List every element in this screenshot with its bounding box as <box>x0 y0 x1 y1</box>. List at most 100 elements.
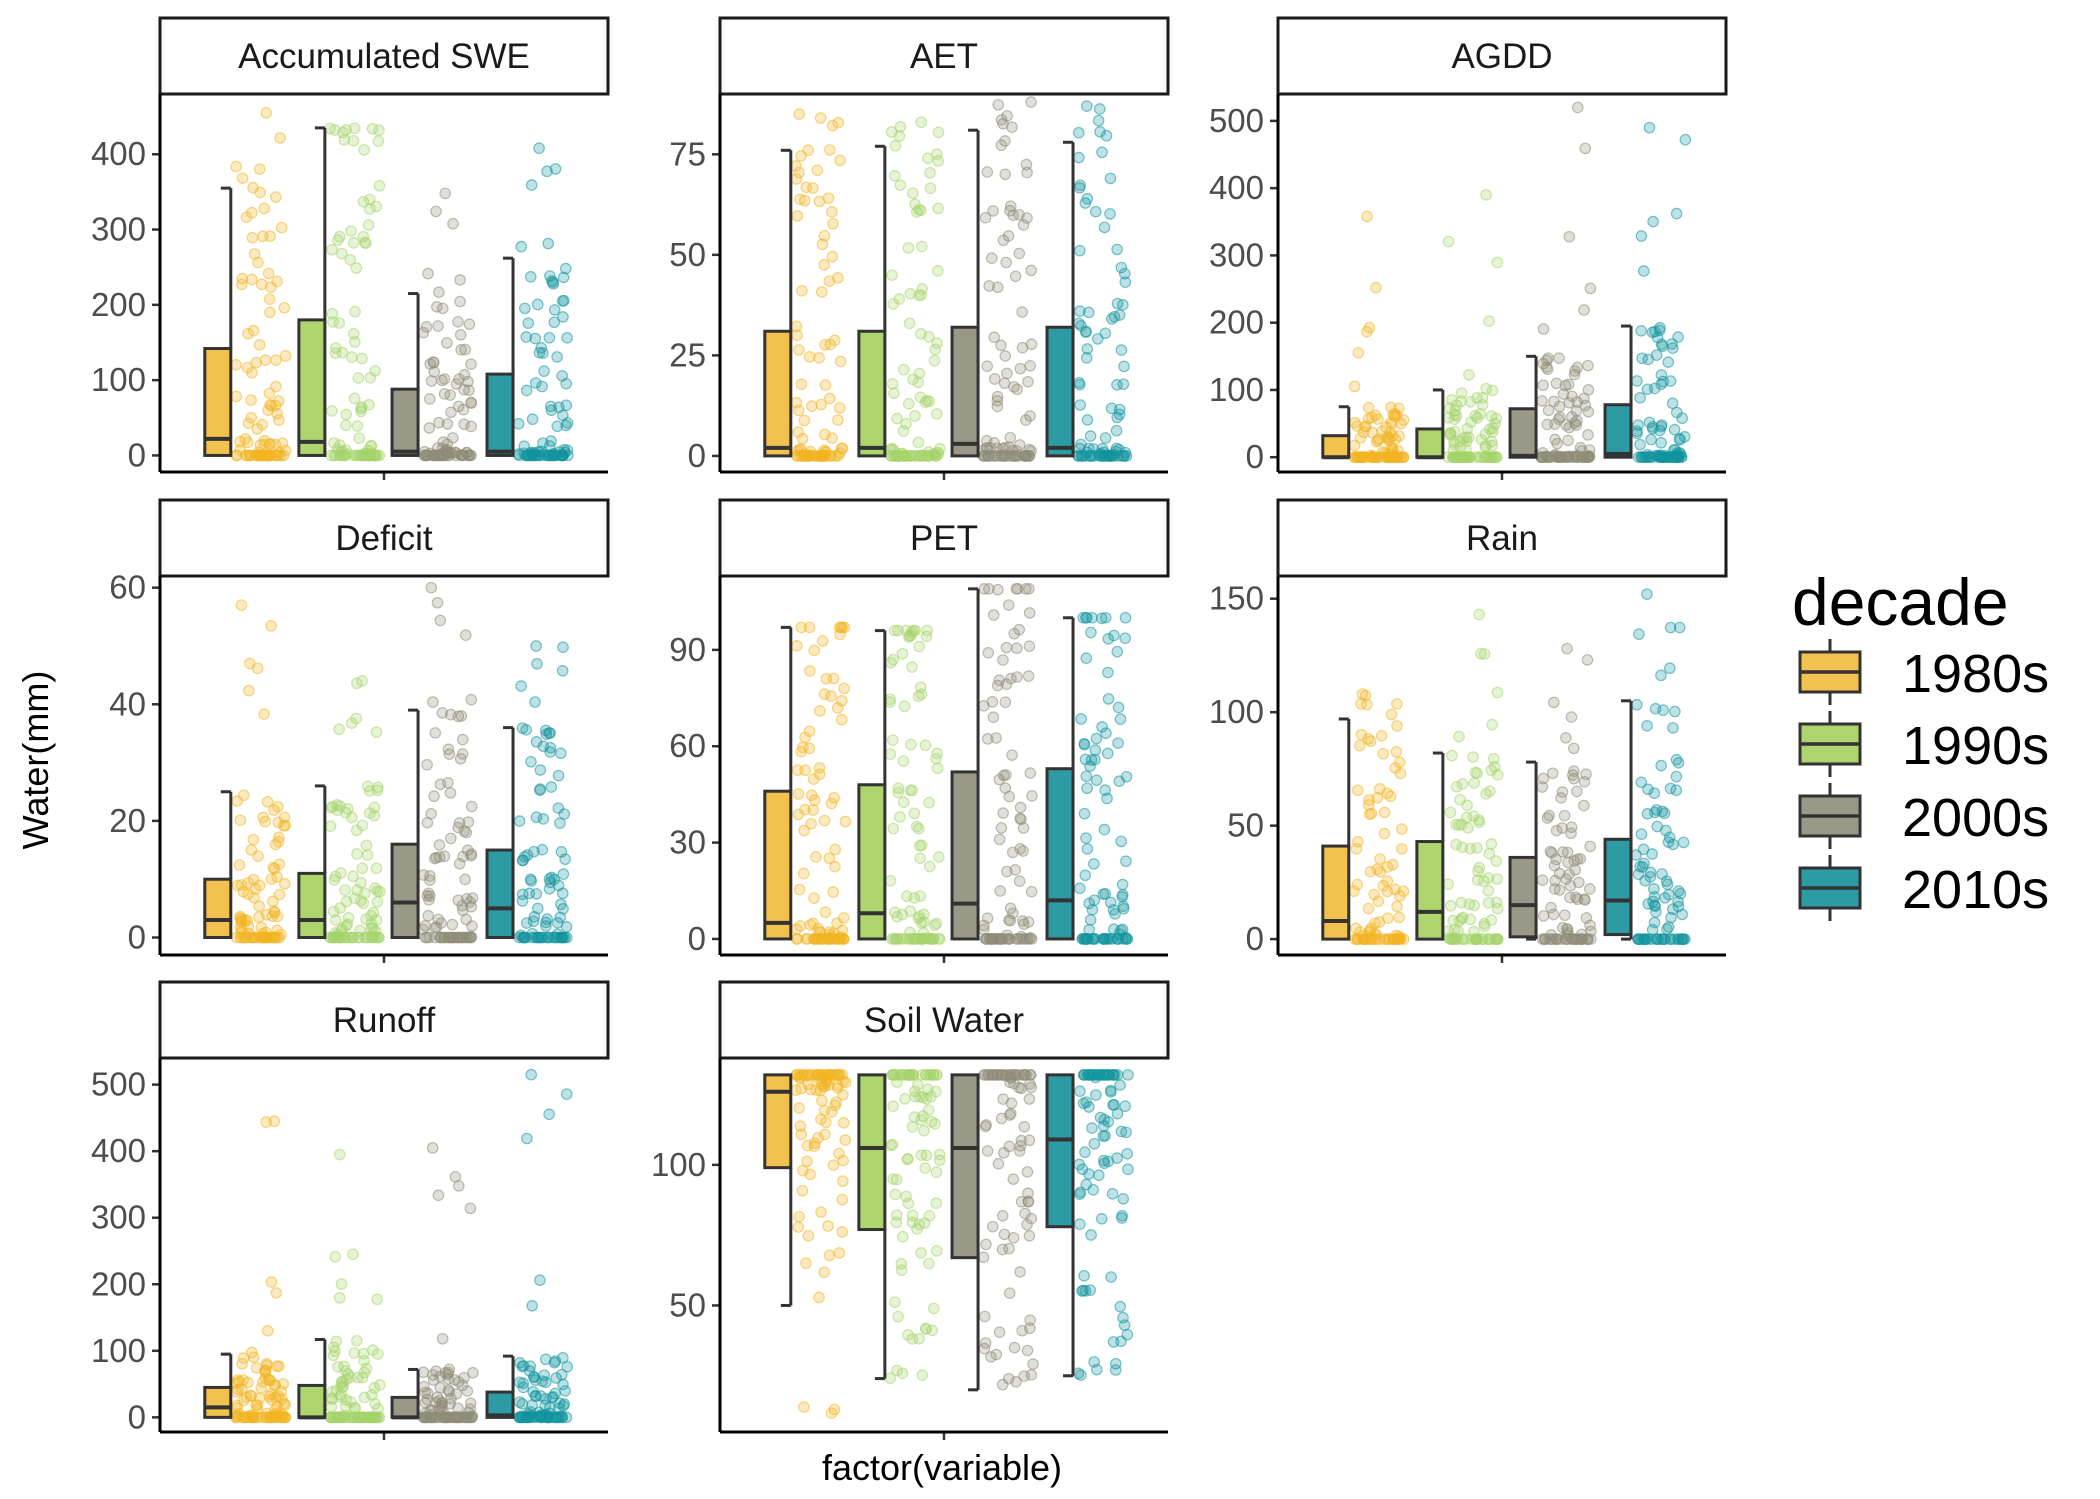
data-point <box>527 915 540 928</box>
panel-title-accumulated-swe: Accumulated SWE <box>238 37 530 76</box>
box <box>1045 1073 1075 1229</box>
legend-entry-2010s: 2010s <box>1798 855 2049 921</box>
data-point <box>329 1250 341 1263</box>
data-point <box>997 654 1009 666</box>
data-point <box>1098 823 1111 836</box>
data-point <box>1672 885 1685 897</box>
data-point <box>371 885 384 897</box>
data-point <box>802 1078 814 1091</box>
data-point <box>823 926 836 938</box>
data-point <box>417 1366 430 1379</box>
data-point <box>359 237 372 250</box>
data-point <box>371 896 384 908</box>
data-point <box>543 727 555 739</box>
data-point <box>1348 380 1361 393</box>
data-point <box>1571 785 1583 798</box>
data-point <box>805 789 818 802</box>
data-point <box>555 846 568 858</box>
data-point <box>1372 413 1384 425</box>
data-point <box>807 773 820 785</box>
series-runoff-1980s <box>203 1115 292 1424</box>
data-point <box>418 1380 430 1393</box>
data-point <box>1646 848 1658 860</box>
data-point <box>1116 889 1129 901</box>
data-point <box>447 432 459 444</box>
data-point <box>465 420 477 433</box>
data-point <box>1095 1213 1108 1225</box>
data-point <box>1563 421 1576 434</box>
data-point <box>1073 882 1086 895</box>
data-point <box>441 337 453 349</box>
y-tick-label: 60 <box>669 727 706 764</box>
data-point <box>1074 305 1086 317</box>
data-point <box>807 804 819 816</box>
data-point <box>904 926 916 939</box>
data-point <box>519 302 531 315</box>
box <box>763 1073 793 1170</box>
data-point <box>1560 732 1572 744</box>
data-point <box>460 913 473 926</box>
data-point <box>833 402 846 414</box>
legend-label: 2000s <box>1902 788 2049 848</box>
data-point <box>1655 669 1667 682</box>
data-point <box>246 231 259 244</box>
data-point <box>991 400 1004 413</box>
data-point <box>324 820 337 833</box>
data-point <box>1662 356 1675 369</box>
data-point <box>985 1351 997 1363</box>
series-aet-2000s <box>950 96 1038 462</box>
data-point <box>977 1251 990 1264</box>
data-point <box>822 1220 834 1232</box>
data-point <box>1000 256 1012 269</box>
data-point <box>1352 835 1364 848</box>
y-tick-label: 0 <box>1246 438 1264 475</box>
data-point <box>557 1400 570 1412</box>
data-point <box>1102 1115 1115 1128</box>
data-point <box>797 1164 809 1177</box>
data-point <box>253 339 266 351</box>
data-point <box>1023 1093 1036 1105</box>
data-point <box>342 911 355 924</box>
data-point <box>516 888 529 901</box>
box <box>857 329 887 458</box>
data-point <box>543 873 556 885</box>
data-point <box>808 892 820 904</box>
data-point <box>335 247 348 260</box>
data-point <box>826 206 838 218</box>
data-point <box>245 411 258 424</box>
data-point <box>230 390 243 403</box>
data-point <box>896 647 909 660</box>
data-point <box>1111 297 1124 310</box>
data-point <box>993 833 1006 846</box>
data-point <box>889 1296 901 1309</box>
data-point <box>827 217 839 230</box>
legend-label: 2010s <box>1902 860 2049 920</box>
data-point <box>1109 1364 1122 1376</box>
data-point <box>245 1346 258 1359</box>
data-point <box>1104 172 1117 185</box>
data-point <box>798 1401 810 1413</box>
data-point <box>1089 744 1102 756</box>
data-point <box>1081 192 1094 205</box>
data-point <box>265 873 278 885</box>
data-point <box>1098 221 1111 234</box>
data-point <box>1372 895 1385 907</box>
data-point <box>888 387 900 399</box>
data-point <box>364 371 377 384</box>
y-tick-label: 75 <box>669 135 706 172</box>
data-point <box>441 418 454 430</box>
data-point <box>823 1249 836 1262</box>
data-point <box>1486 718 1499 731</box>
data-point <box>329 342 342 354</box>
data-point <box>1020 158 1033 171</box>
data-point <box>930 1245 943 1257</box>
data-point <box>1490 412 1503 425</box>
y-tick-label: 500 <box>1209 102 1264 139</box>
box <box>857 783 887 941</box>
data-point <box>455 449 467 461</box>
data-point <box>1079 869 1092 882</box>
data-point <box>356 675 368 687</box>
panel-runoff: Runoff 0 100 200 300 400 500 <box>91 980 610 1440</box>
data-point <box>237 789 250 802</box>
data-point <box>823 392 836 405</box>
